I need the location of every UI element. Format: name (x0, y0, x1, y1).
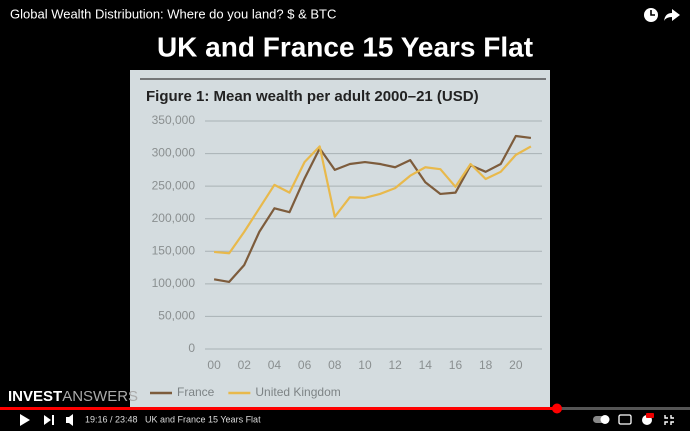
volume-button[interactable] (66, 414, 73, 426)
logo: INVESTANSWERS (8, 388, 138, 405)
fullscreen-button[interactable] (664, 415, 674, 425)
legend-label: France (177, 385, 215, 399)
play-button[interactable] (20, 414, 30, 426)
x-tick-label: 04 (268, 358, 282, 372)
y-tick-label: 100,000 (152, 276, 196, 290)
captions-button[interactable] (618, 414, 632, 425)
progress-handle[interactable] (552, 403, 562, 414)
chart-panel (130, 70, 550, 408)
video-title[interactable]: Global Wealth Distribution: Where do you… (10, 6, 336, 21)
x-tick-label: 16 (449, 358, 463, 372)
x-tick-label: 08 (328, 358, 342, 372)
data-line (213, 145, 532, 255)
slide-heading: UK and France 15 Years Flat (157, 31, 533, 62)
x-tick-label: 18 (479, 358, 493, 372)
chart-title: Figure 1: Mean wealth per adult 2000–21 … (146, 88, 479, 105)
y-tick-label: 200,000 (152, 211, 196, 225)
chapter-title[interactable]: UK and France 15 Years Flat (145, 414, 261, 424)
next-button[interactable] (44, 415, 54, 425)
share-icon[interactable] (664, 9, 680, 21)
x-tick-label: 20 (509, 358, 523, 372)
y-tick-label: 50,000 (158, 309, 195, 323)
x-tick-label: 02 (238, 358, 252, 372)
logo-part: INVEST (8, 388, 62, 405)
y-tick-label: 350,000 (152, 113, 196, 127)
y-tick-label: 300,000 (152, 146, 196, 160)
data-line (213, 134, 532, 284)
x-tick-label: 12 (388, 358, 402, 372)
clock-icon[interactable] (644, 8, 658, 22)
x-tick-label: 10 (358, 358, 372, 372)
legend-label: United Kingdom (255, 385, 340, 399)
x-tick-label: 14 (419, 358, 433, 372)
x-tick-label: 06 (298, 358, 312, 372)
autoplay-toggle[interactable] (593, 415, 610, 424)
time-display: 19:16 / 23:48 (85, 414, 138, 424)
logo-part: ANSWERS (62, 388, 138, 405)
settings-button[interactable] (642, 413, 654, 425)
plot: 0 50,000 100,000 150,000 200,000 250,000 300,0… (150, 113, 542, 399)
y-tick-label: 150,000 (152, 243, 196, 257)
progress-played (0, 407, 557, 410)
y-tick-label: 0 (188, 341, 195, 355)
y-tick-label: 250,000 (152, 178, 196, 192)
x-tick-label: 00 (207, 358, 221, 372)
